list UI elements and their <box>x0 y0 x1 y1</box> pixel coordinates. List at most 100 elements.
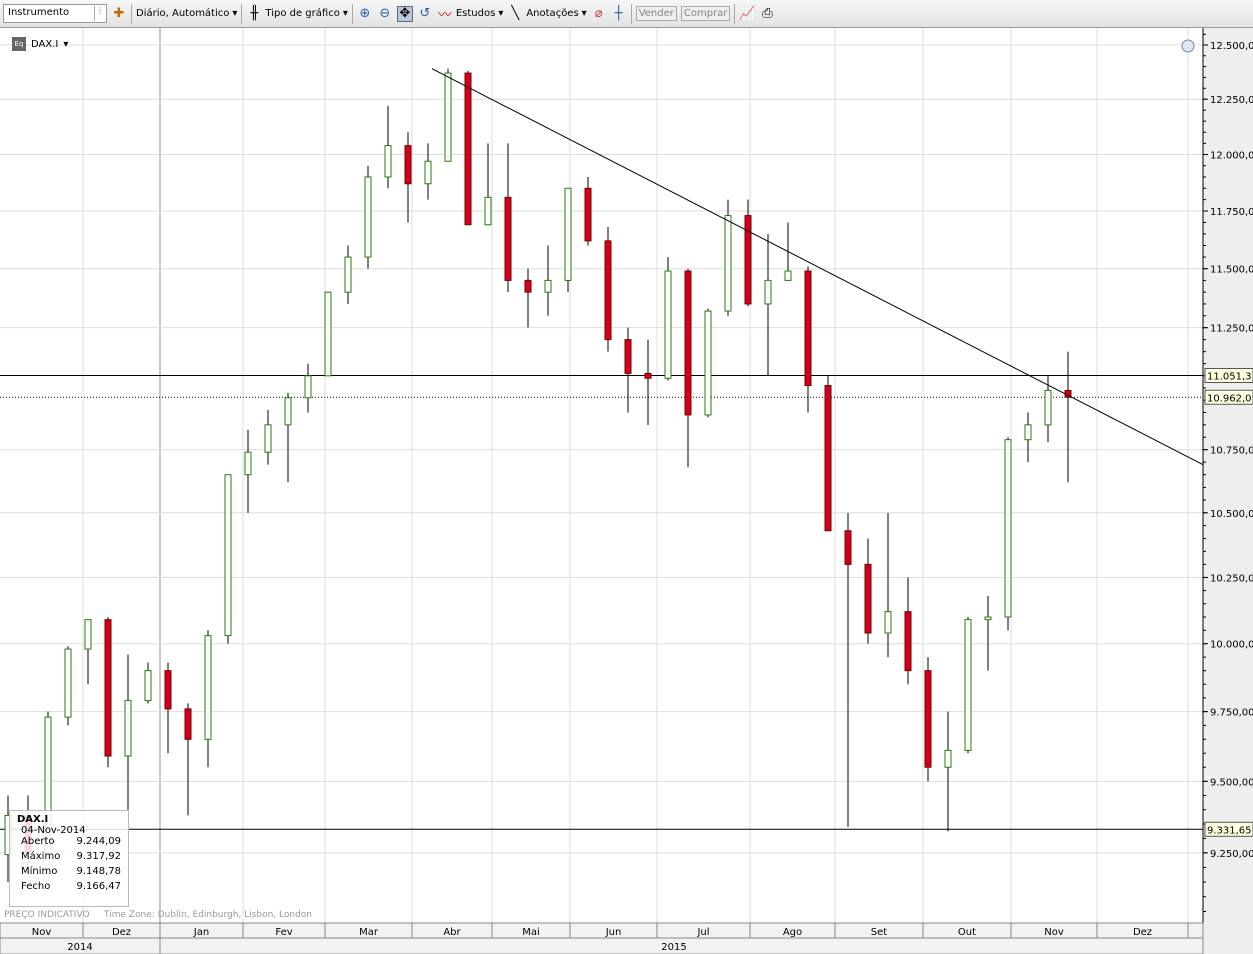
candle-down <box>864 563 872 634</box>
candle-up <box>984 616 992 621</box>
month-label: Abr <box>443 927 461 938</box>
candle-up <box>324 291 332 377</box>
candle-down <box>744 215 752 305</box>
annotations-dropdown[interactable]: ╲ Anotações ▾ <box>507 6 586 22</box>
candle-up <box>84 619 92 650</box>
month-label: Dez <box>112 927 131 938</box>
print-icon[interactable]: ⎙ <box>762 6 773 21</box>
candle-up <box>1044 389 1052 426</box>
month-label: Fev <box>275 927 292 938</box>
price-tick-label: 10.000,00 <box>1210 640 1253 651</box>
divider <box>351 3 353 24</box>
candle-up <box>784 270 792 281</box>
candle-down <box>504 196 512 281</box>
crosshair-icon[interactable]: ┼ <box>614 6 623 21</box>
candle-up <box>144 670 152 702</box>
studies-icon: 〰 <box>438 8 452 23</box>
candle-up <box>244 451 252 476</box>
pan-icon[interactable]: ✥ <box>396 5 413 22</box>
candle-up <box>964 619 972 751</box>
symbol-selector[interactable]: Eq DAX.I ▾ <box>12 37 68 51</box>
candle-down <box>644 372 652 379</box>
candle-down <box>904 611 912 672</box>
level-price-label: 10.962,0 <box>1207 393 1252 404</box>
label: Fecho <box>21 881 51 892</box>
sell-button[interactable]: Vender <box>635 6 677 21</box>
price-tick-label: 10.750,00 <box>1210 446 1253 457</box>
period-dropdown[interactable]: Diário, Automático ▾ <box>136 8 237 19</box>
month-label: Dez <box>1133 927 1152 938</box>
ohlc-tooltip: DAX.I 04-Nov-2014 Aberto 9.244,09 Máximo 9… <box>9 810 129 907</box>
divider <box>131 3 132 24</box>
zoom-out-icon[interactable]: ⊖ <box>379 6 391 21</box>
chart-type-dropdown[interactable]: ╫ Tipo de gráfico ▾ <box>246 6 347 22</box>
price-axis-area <box>1203 28 1253 954</box>
price-tick-label: 11.250,00 <box>1210 324 1253 335</box>
zoom-in-icon[interactable]: ⊕ <box>359 6 371 21</box>
settings-chart-icon[interactable]: 📈 <box>739 6 756 21</box>
price-tick-label: 9.750,00 <box>1210 708 1253 719</box>
line-tool-icon: ╲ <box>511 6 520 21</box>
chart-type-label: Tipo de gráfico <box>265 8 340 19</box>
candle-up <box>484 196 492 226</box>
month-label: Set <box>871 927 888 938</box>
level-price-label: 9.331,65 <box>1207 825 1252 836</box>
candle-down <box>824 385 832 532</box>
candle-down <box>164 670 172 710</box>
candle-up <box>424 160 432 185</box>
price-tick-label: 12.000,00 <box>1210 151 1253 162</box>
eraser-icon[interactable]: ⌀ <box>594 6 603 21</box>
value: 9.317,92 <box>76 851 121 862</box>
studies-label: Estudos <box>455 8 496 19</box>
candle-down <box>844 530 852 565</box>
tooltip-row-low: Mínimo 9.148,78 <box>17 866 121 881</box>
buy-button[interactable]: Comprar <box>680 6 731 21</box>
timezone-note: Time Zone: Dublin, Edinburgh, Lisbon, Lo… <box>104 910 313 920</box>
level-price-badge <box>1204 367 1253 383</box>
candle-down <box>184 708 192 740</box>
candle-down <box>524 279 532 293</box>
price-tick-label: 9.250,00 <box>1210 849 1253 860</box>
instrument-input[interactable]: Instrumento ⋮ <box>3 4 107 23</box>
equity-icon: Eq <box>12 37 26 51</box>
annotations-label: Anotações <box>526 8 579 19</box>
candle-up <box>304 375 312 399</box>
candle-up <box>344 256 352 293</box>
add-compare-icon[interactable]: ✚ <box>113 6 125 21</box>
price-chart[interactable]: 12.500,00 12.250,00 12.000,00 11.750,00 11.5… <box>0 28 1253 954</box>
level-price-badge <box>1204 389 1253 405</box>
month-label: Jan <box>193 927 209 938</box>
month-label: Ago <box>783 927 802 938</box>
month-label: Jul <box>696 927 709 938</box>
candle-up <box>564 187 572 281</box>
tooltip-symbol: DAX.I <box>17 814 49 825</box>
value: 9.166,47 <box>76 881 121 892</box>
candle-down <box>584 187 592 242</box>
chevron-down-icon: ▾ <box>342 8 348 19</box>
candle-up <box>944 749 952 768</box>
tooltip-row-open: Aberto 9.244,09 <box>17 836 121 851</box>
chevron-down-icon: ▾ <box>232 8 238 19</box>
candle-down <box>804 270 812 387</box>
chevron-down-icon: ▾ <box>63 38 69 50</box>
divider <box>241 3 243 24</box>
value: 9.244,09 <box>76 836 121 847</box>
month-label: Mai <box>522 927 540 938</box>
candle-down <box>404 145 412 185</box>
price-tick-label: 10.250,00 <box>1210 573 1253 584</box>
divider <box>734 3 736 24</box>
candle-up <box>124 700 132 757</box>
tooltip-row-close: Fecho 9.166,47 <box>17 881 121 896</box>
candle-down <box>924 670 932 768</box>
price-tick-label: 11.500,00 <box>1210 265 1253 276</box>
studies-dropdown[interactable]: 〰 Estudos ▾ <box>437 6 504 23</box>
reset-icon[interactable]: ↺ <box>419 6 431 21</box>
candle-up <box>204 635 212 740</box>
chevron-down-icon: ▾ <box>581 8 587 19</box>
lookup-icon[interactable]: ⋮ <box>94 6 105 21</box>
candle-up <box>364 176 372 258</box>
candle-up <box>1004 439 1012 618</box>
year-label: 2015 <box>661 942 686 953</box>
candle-up <box>384 145 392 178</box>
chevron-down-icon: ▾ <box>498 8 504 19</box>
